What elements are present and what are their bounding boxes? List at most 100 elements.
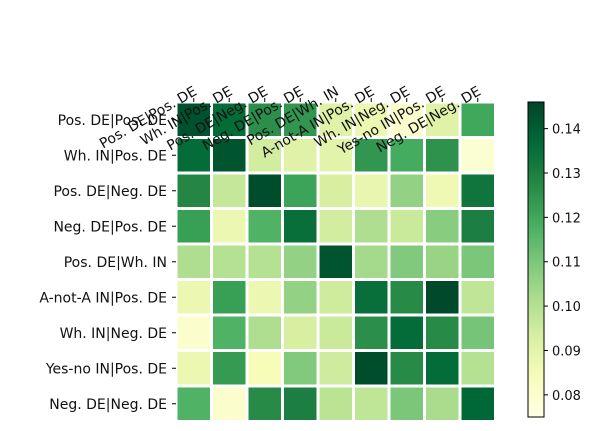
heatmap-cell [319,245,352,278]
heatmap-cell [390,103,423,136]
colorbar-tick-label: 0.14 [552,123,581,138]
heatmap-cell [284,387,317,420]
heatmap-cell [355,139,388,172]
heatmap-cell [426,352,459,385]
heatmap-cell [319,281,352,314]
heatmap-cell [248,245,281,278]
heatmap-cell [355,210,388,243]
heatmap-cell [426,210,459,243]
row-label: Pos. DE|Pos. DE [58,113,167,129]
heatmap-cell [355,174,388,207]
row-labels: Pos. DE|Pos. DE Wh. IN|Pos. DE Pos. DE|Neg… [39,113,176,413]
heatmap-cell [177,316,210,349]
heatmap-cells [177,103,494,420]
heatmap-cell [213,174,246,207]
heatmap-cell [390,387,423,420]
heatmap-cell [390,139,423,172]
colorbar-tick-label: 0.12 [552,211,581,226]
heatmap-cell [213,352,246,385]
heatmap-cell [319,103,352,136]
heatmap-cell [213,245,246,278]
colorbar-tick-label: 0.08 [552,389,581,404]
heatmap-cell [390,245,423,278]
heatmap-cell [248,103,281,136]
heatmap-cell [248,316,281,349]
heatmap-cell [461,352,494,385]
heatmap-cell [461,174,494,207]
row-label: Yes-no IN|Pos. DE [45,361,167,377]
heatmap-cell [248,174,281,207]
heatmap-cell [355,281,388,314]
heatmap-cell [461,103,494,136]
heatmap-cell [390,316,423,349]
heatmap-cell [177,245,210,278]
heatmap-cell [355,245,388,278]
heatmap-cell [177,352,210,385]
heatmap-cell [213,387,246,420]
heatmap-cell [461,210,494,243]
heatmap-cell [461,139,494,172]
heatmap-cell [461,281,494,314]
heatmap-cell [284,352,317,385]
heatmap-cell [461,316,494,349]
heatmap-cell [426,245,459,278]
heatmap-cell [284,316,317,349]
heatmap-cell [177,281,210,314]
heatmap-cell [248,387,281,420]
heatmap-cell [319,352,352,385]
heatmap-cell [213,281,246,314]
heatmap-cell [319,387,352,420]
row-label: Neg. DE|Pos. DE [53,219,167,235]
heatmap-cell [248,210,281,243]
heatmap-cell [426,281,459,314]
heatmap-cell [319,316,352,349]
heatmap-cell [426,316,459,349]
row-label: Neg. DE|Neg. DE [49,397,167,413]
colorbar-tick-label: 0.11 [552,256,581,271]
heatmap-cell [284,210,317,243]
colorbar-gradient [527,101,545,418]
heatmap-cell [390,281,423,314]
heatmap-cell [248,139,281,172]
heatmap-cell [177,103,210,136]
heatmap-cell [355,103,388,136]
heatmap-cell [248,352,281,385]
colorbar: 0.08 0.09 0.10 0.11 0.12 0.13 0.14 [527,101,581,418]
heatmap-cell [426,139,459,172]
heatmap-cell [461,387,494,420]
heatmap-cell [213,139,246,172]
heatmap-cell [284,245,317,278]
heatmap-cell [284,281,317,314]
heatmap-cell [177,210,210,243]
heatmap-cell [355,352,388,385]
row-label: A-not-A IN|Pos. DE [39,290,167,306]
row-label: Wh. IN|Neg. DE [60,326,167,342]
heatmap-cell [426,103,459,136]
heatmap-cell [177,174,210,207]
heatmap-cell [284,174,317,207]
colorbar-tick-label: 0.13 [552,167,581,182]
row-label: Pos. DE|Wh. IN [64,255,167,271]
heatmap-cell [390,174,423,207]
heatmap-cell [177,139,210,172]
heatmap-cell [213,210,246,243]
heatmap-cell [355,387,388,420]
heatmap-cell [426,387,459,420]
heatmap-cell [319,139,352,172]
heatmap-cell [319,210,352,243]
heatmap-cell [390,210,423,243]
heatmap-cell [284,139,317,172]
heatmap-cell [284,103,317,136]
heatmap-cell [213,103,246,136]
heatmap-cell [426,174,459,207]
colorbar-tick-label: 0.10 [552,300,581,315]
heatmap-cell [390,352,423,385]
heatmap-cell [319,174,352,207]
heatmap-cell [213,316,246,349]
row-label: Wh. IN|Pos. DE [64,148,167,164]
row-label: Pos. DE|Neg. DE [53,184,167,200]
heatmap-cell [177,387,210,420]
heatmap-cell [355,316,388,349]
